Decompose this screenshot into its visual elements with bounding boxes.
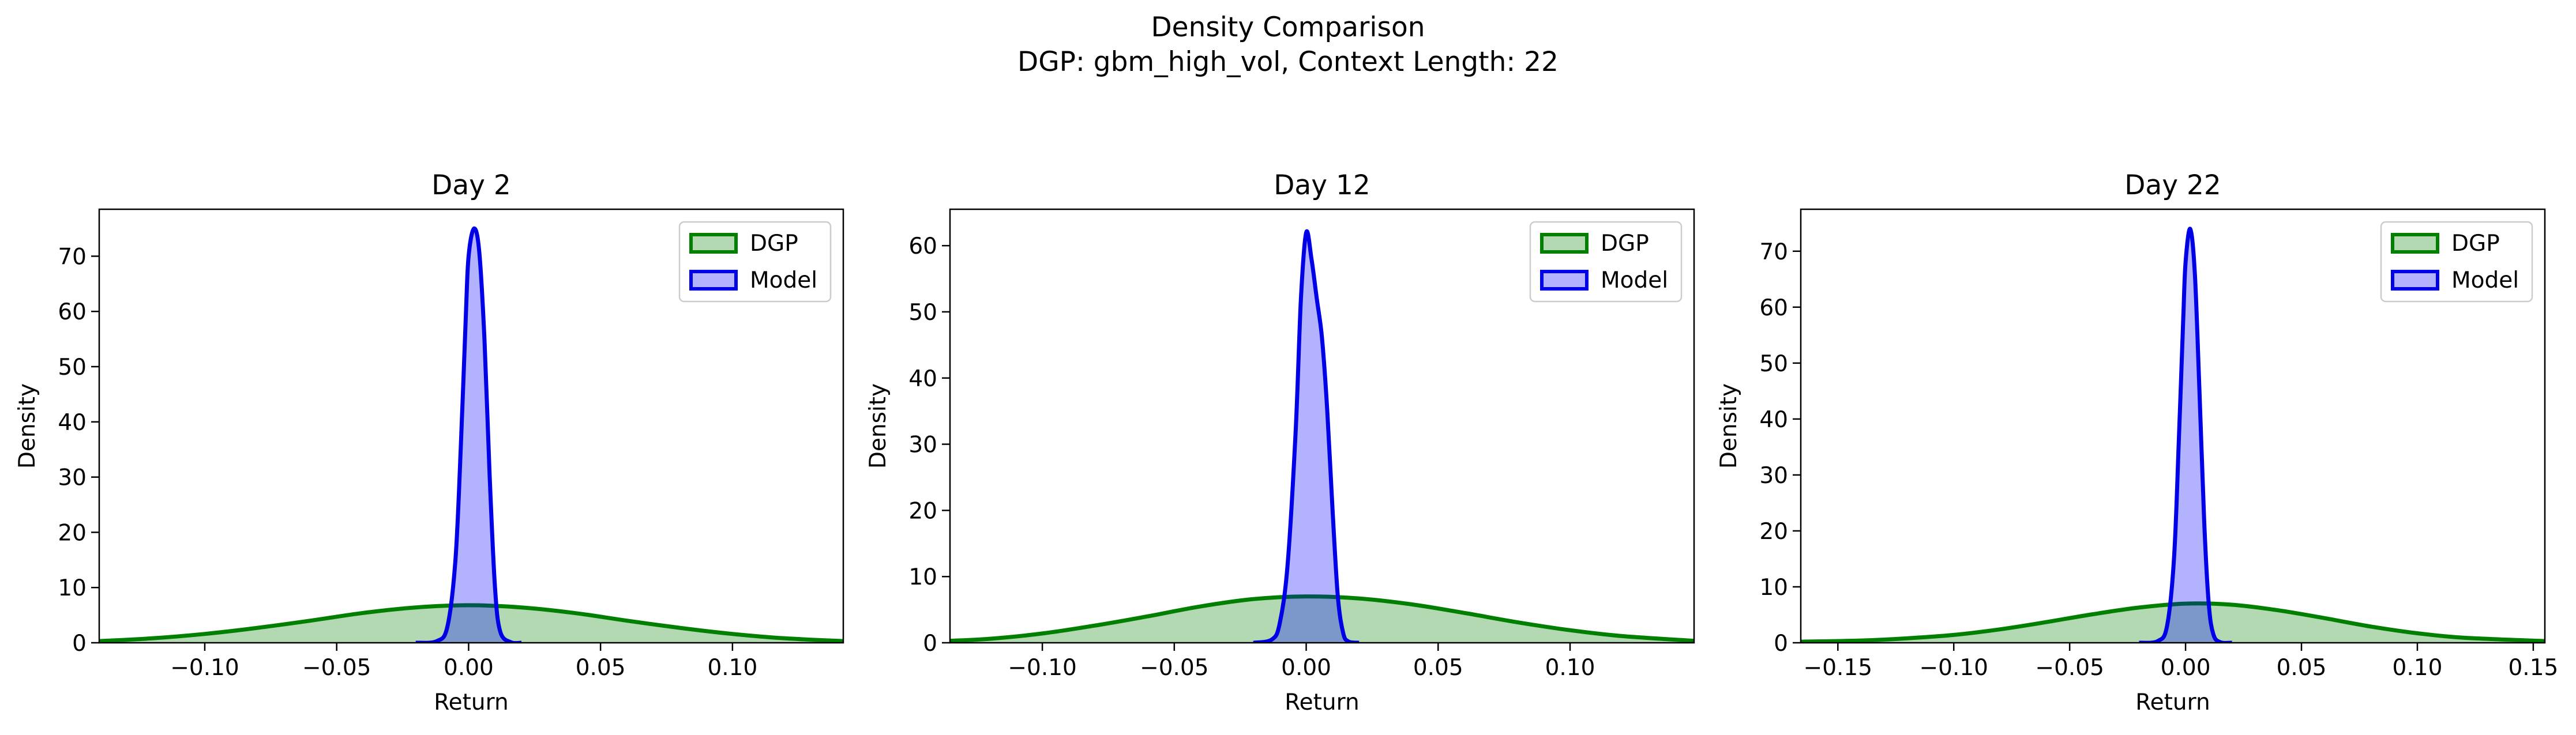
figure-subtitle: DGP: gbm_high_vol, Context Length: 22 [1017,46,1559,78]
x-tick-label: 0.10 [1545,655,1595,681]
y-tick-label: 30 [908,432,937,458]
legend-box [2380,221,2533,303]
legend-swatch-dgp [689,233,738,254]
chart-panel-3: −0.15 −0.10 −0.05 0.00 0.05 0.10 0.15 0 10 20 30 40… [1716,169,2558,715]
x-tick-label: 0.10 [707,655,757,681]
y-tick-label: 70 [1759,239,1788,265]
y-tick-label: 60 [1759,295,1788,321]
x-tick-label: 0.00 [444,655,494,681]
legend-label-dgp: DGP [1601,231,1649,257]
x-tick-label: −0.05 [1140,655,1209,681]
x-tick-label: 0.10 [2393,655,2443,681]
x-tick-label: −0.10 [170,655,239,681]
series-line-model [2139,227,2232,643]
x-tick-label: 0.05 [2277,655,2327,681]
y-tick-label: 0 [72,631,87,657]
y-tick-label: 40 [1759,407,1788,433]
y-tick-label: 20 [58,520,87,546]
y-tick-label: 60 [908,233,937,259]
y-tick-label: 30 [1759,463,1788,489]
legend-swatch-model [2391,270,2439,291]
y-tick-label: 50 [908,300,937,326]
legend: DGP Model [2380,221,2533,303]
legend-swatch-dgp [1540,233,1589,254]
plot-area [99,226,843,643]
x-axis-label: Return [434,689,508,715]
x-tick-label: 0.00 [1281,655,1331,681]
series-line-model [1253,229,1360,643]
x-tick-label: 0.05 [1413,655,1463,681]
x-tick-label: −0.05 [302,655,371,681]
legend-label-model: Model [1601,267,1668,293]
x-tick-label: −0.15 [1804,655,1873,681]
x-tick-label: 0.15 [2508,655,2558,681]
series-line-dgp [950,594,1694,643]
axes-frame [1800,208,2546,644]
x-tick-label: −0.05 [2035,655,2104,681]
figure-title: Density Comparison [1151,12,1425,43]
legend-swatch-model [689,270,738,291]
x-tick-label: 0.05 [576,655,626,681]
chart-title: Day 2 [431,169,511,201]
y-tick-label: 10 [58,575,87,601]
y-tick-label: 60 [58,299,87,325]
chart-panels: −0.10 −0.05 0.00 0.05 0.10 0 10 20 30 40 50 60 70 Day… [14,169,2558,715]
legend-box [1529,221,1683,303]
series-area-model [2139,228,2232,643]
legend-swatch-model [1540,270,1589,291]
plot-area [1801,227,2545,643]
chart-title: Day 22 [2124,169,2221,201]
legend-label-model: Model [2451,267,2519,293]
chart-panel-2: −0.10 −0.05 0.00 0.05 0.10 0 10 20 30 40 50 60 Day 1… [865,169,1695,715]
chart-title: Day 12 [1274,169,1370,201]
y-tick-label: 0 [1774,631,1788,657]
series-line-dgp [99,603,843,643]
series-area-model [415,228,521,643]
y-tick-label: 50 [1759,351,1788,377]
y-axis-label: Density [865,383,891,469]
x-tick-label: −0.10 [1919,655,1988,681]
y-tick-label: 10 [1759,575,1788,601]
x-axis-label: Return [2135,689,2210,715]
series-line-dgp [1801,601,2545,643]
axes-frame [98,208,844,644]
legend: DGP Model [1529,221,1683,303]
legend-label-dgp: DGP [2451,231,2500,257]
legend-label-dgp: DGP [750,231,798,257]
y-tick-label: 40 [58,410,87,436]
legend-swatch-dgp [2391,233,2439,254]
legend: DGP Model [678,221,832,303]
axes-frame [949,208,1695,644]
y-tick-label: 10 [908,564,937,590]
series-area-dgp [99,605,843,643]
y-tick-label: 0 [923,631,937,657]
legend-box [678,221,832,303]
x-tick-label: −0.10 [1008,655,1077,681]
y-axis-label: Density [14,383,40,469]
y-tick-label: 20 [908,498,937,524]
y-axis-label: Density [1716,383,1742,469]
x-axis-label: Return [1285,689,1359,715]
y-tick-label: 20 [1759,519,1788,545]
legend-label-model: Model [750,267,817,293]
x-tick-label: 0.00 [2161,655,2211,681]
series-area-dgp [950,596,1694,643]
series-line-model [415,226,522,643]
y-tick-label: 70 [58,244,87,270]
y-tick-label: 50 [58,355,87,380]
plot-area [950,229,1694,643]
y-tick-label: 30 [58,465,87,491]
y-tick-label: 40 [908,366,937,392]
chart-panel-1: −0.10 −0.05 0.00 0.05 0.10 0 10 20 30 40 50 60 70 Day… [14,169,844,715]
